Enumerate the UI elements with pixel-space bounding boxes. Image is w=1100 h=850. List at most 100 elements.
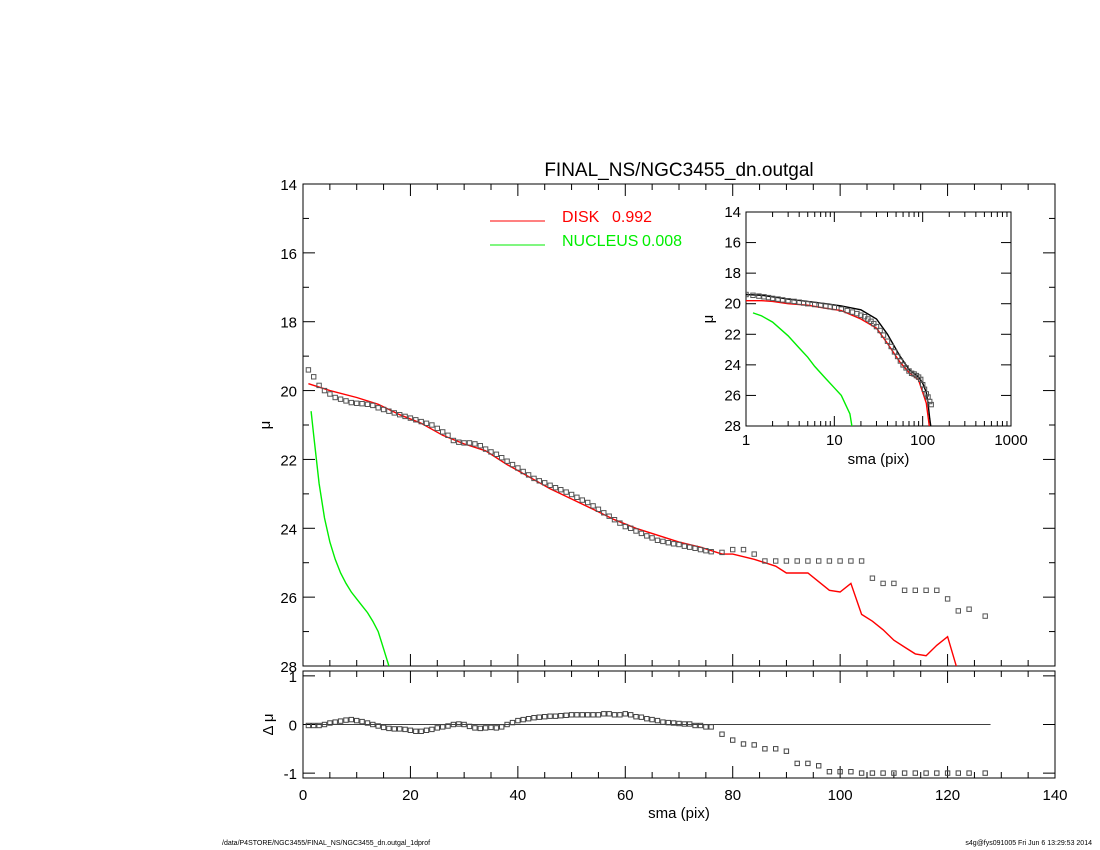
data-point	[380, 724, 387, 731]
data-point	[816, 763, 822, 769]
data-point	[687, 721, 693, 727]
data-point	[542, 714, 548, 720]
data-point	[676, 720, 682, 727]
data-point	[499, 724, 505, 730]
data-point	[844, 307, 850, 314]
data-point	[966, 606, 972, 612]
x-tick-label: 80	[724, 787, 741, 804]
data-point	[730, 737, 736, 743]
data-point	[482, 446, 489, 452]
data-point	[670, 541, 677, 547]
data-point	[606, 513, 612, 519]
data-point	[687, 544, 693, 550]
x-tick-label: 10	[826, 432, 843, 449]
data-point	[719, 549, 725, 556]
data-point	[880, 580, 886, 587]
data-point	[477, 725, 484, 732]
y-axis-label: μ	[257, 421, 274, 430]
data-point	[670, 720, 677, 726]
data-point	[681, 721, 688, 727]
data-point	[676, 541, 682, 548]
data-point	[849, 309, 856, 315]
data-point	[504, 458, 510, 464]
data-point	[955, 608, 961, 614]
data-point	[708, 724, 714, 730]
legend-label: DISK	[562, 209, 600, 226]
x-tick-label: 100	[828, 787, 853, 804]
data-point	[375, 723, 381, 729]
data-point	[434, 425, 441, 432]
data-point	[780, 297, 786, 303]
data-point	[649, 535, 655, 541]
data-point	[927, 398, 933, 405]
data-point	[649, 716, 655, 723]
data-point	[628, 712, 634, 718]
data-point	[413, 417, 419, 423]
data-point	[450, 437, 457, 444]
series-data-0	[305, 711, 988, 776]
data-point	[816, 558, 822, 564]
data-point	[708, 549, 714, 555]
footer-timestamp: s4g@fys091005 Fri Jun 6 13:29:53 2014	[965, 840, 1092, 847]
data-point	[488, 449, 494, 455]
data-point	[869, 770, 876, 776]
data-point	[601, 510, 607, 516]
data-point	[552, 713, 559, 719]
data-point	[703, 548, 709, 554]
data-point	[386, 725, 392, 732]
data-point	[791, 298, 797, 305]
data-point	[536, 478, 542, 484]
y-tick-label: 22	[724, 326, 741, 343]
legend-value: 0.008	[642, 233, 682, 250]
data-point	[472, 725, 478, 731]
data-point	[574, 494, 580, 501]
data-point	[644, 716, 650, 722]
data-point	[397, 412, 403, 418]
data-point	[901, 587, 908, 593]
data-point	[617, 712, 623, 718]
data-point	[332, 394, 338, 401]
data-point	[955, 770, 961, 776]
data-point	[826, 769, 833, 775]
data-point	[751, 551, 757, 557]
series-line	[308, 383, 957, 666]
data-point	[762, 558, 768, 564]
y-tick-label: -1	[284, 766, 297, 783]
data-point	[568, 491, 575, 498]
data-point	[456, 439, 462, 445]
y-tick-label: 26	[724, 387, 741, 404]
data-point	[912, 770, 918, 776]
data-point	[590, 503, 596, 509]
data-point	[520, 716, 526, 723]
data-point	[499, 455, 505, 461]
x-tick-label: 1000	[994, 432, 1027, 449]
data-point	[805, 558, 811, 564]
data-point	[622, 711, 628, 717]
data-point	[337, 396, 344, 402]
data-point	[944, 770, 951, 776]
data-point	[434, 725, 441, 731]
data-point	[531, 715, 537, 721]
x-tick-label: 0	[299, 787, 307, 804]
data-point	[838, 306, 844, 312]
data-point	[354, 717, 360, 724]
data-point	[794, 558, 800, 564]
data-point	[783, 558, 790, 564]
y-tick-label: 16	[724, 235, 741, 252]
y-axis-label: μ	[700, 315, 717, 324]
data-point	[884, 338, 891, 344]
data-point	[585, 712, 591, 718]
inset-plot: 14 16 18 20 22 24 26 281 10 100 1000 sma (pix) μ	[700, 204, 1028, 468]
data-point	[563, 712, 569, 718]
series-data-2	[746, 293, 932, 426]
data-point	[354, 400, 360, 407]
legend-label: NUCLEUS	[562, 233, 638, 250]
data-point	[858, 770, 865, 776]
data-point	[681, 543, 688, 549]
y-tick-label: 14	[280, 177, 297, 194]
data-point	[665, 540, 671, 546]
series-nucleus	[752, 312, 853, 426]
series-line	[746, 300, 931, 426]
data-point	[783, 748, 790, 754]
main-plot: FINAL_NS/NGC3455_dn.outgal 14 16 18 20 22 24 26…	[257, 160, 1056, 676]
